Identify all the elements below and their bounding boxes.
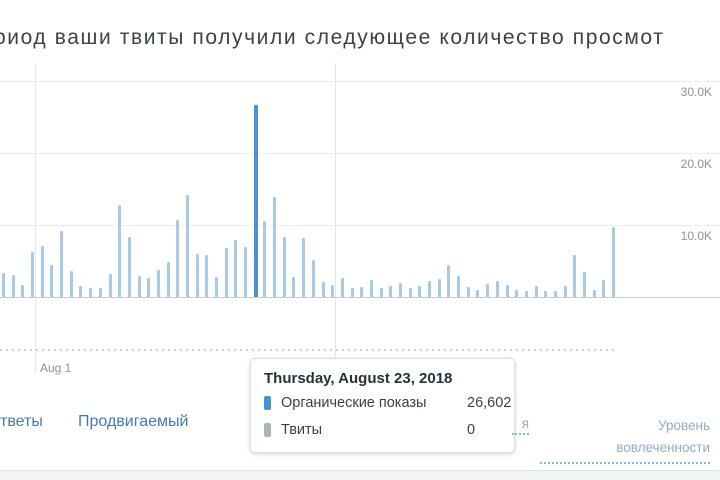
footer-section-divider xyxy=(0,470,720,480)
bar-jul-29[interactable] xyxy=(11,274,15,297)
bar-jul-31[interactable] xyxy=(31,251,35,297)
bar-aug-24[interactable] xyxy=(263,220,267,297)
partially-hidden-column-label[interactable]: я xyxy=(512,416,529,435)
bar-sep-25[interactable] xyxy=(573,255,577,297)
bar-sep-9[interactable] xyxy=(418,286,422,297)
bar-aug-7[interactable] xyxy=(98,287,102,297)
bar-aug-13[interactable] xyxy=(156,270,160,297)
bar-aug-29[interactable] xyxy=(311,260,315,297)
bar-sep-23[interactable] xyxy=(553,290,557,297)
bar-aug-19[interactable] xyxy=(215,276,219,297)
bar-jul-28[interactable] xyxy=(2,273,5,297)
bar-sep-17[interactable] xyxy=(495,281,499,297)
bar-sep-14[interactable] xyxy=(466,286,470,297)
gridline-30k xyxy=(0,81,720,82)
bar-aug-25[interactable] xyxy=(273,196,277,297)
bar-aug-14[interactable] xyxy=(166,261,170,297)
y-axis-label-20k: 20.0K xyxy=(680,157,712,171)
bar-sep-10[interactable] xyxy=(428,281,432,297)
tooltip-row-organic-impressions: Органические показы 26,602 xyxy=(264,390,511,415)
bar-sep-20[interactable] xyxy=(524,291,528,297)
x-axis-dashed-line xyxy=(0,349,616,351)
bar-aug-11[interactable] xyxy=(137,276,141,297)
bar-aug-4[interactable] xyxy=(69,271,73,297)
bar-aug-17[interactable] xyxy=(195,253,199,297)
chart-tooltip: Thursday, August 23, 2018 Органические п… xyxy=(250,358,515,453)
bar-sep-15[interactable] xyxy=(476,289,480,297)
bar-sep-13[interactable] xyxy=(457,276,461,297)
gridline-10k xyxy=(0,225,720,226)
engagement-rate-line2: вовлеченности xyxy=(616,440,710,455)
bar-jul-30[interactable] xyxy=(21,285,25,297)
x-axis-baseline xyxy=(0,297,720,298)
bar-aug-23[interactable] xyxy=(253,105,258,297)
tooltip-row-tweets: Твиты 0 xyxy=(264,417,500,442)
bar-sep-2[interactable] xyxy=(350,288,354,297)
engagement-rate-line1: Уровень xyxy=(657,418,710,433)
tab-replies[interactable]: тветы xyxy=(0,413,43,430)
bar-aug-22[interactable] xyxy=(244,246,248,297)
bar-sep-5[interactable] xyxy=(379,287,383,297)
bar-aug-3[interactable] xyxy=(60,230,64,297)
y-axis-label-30k: 30.0K xyxy=(680,85,712,99)
tab-promoted[interactable]: Продвигаемый xyxy=(78,413,189,430)
bar-aug-31[interactable] xyxy=(331,284,335,297)
bar-sep-24[interactable] xyxy=(563,286,567,297)
bar-sep-28[interactable] xyxy=(602,279,606,297)
tooltip-row-label: Твиты xyxy=(281,421,323,438)
bar-aug-27[interactable] xyxy=(292,276,296,297)
bar-aug-30[interactable] xyxy=(321,281,325,297)
bar-sep-11[interactable] xyxy=(437,279,441,297)
bar-aug-6[interactable] xyxy=(89,288,93,297)
tooltip-row-value: 0 xyxy=(467,421,476,438)
bar-aug-12[interactable] xyxy=(147,277,151,297)
tooltip-row-label: Органические показы xyxy=(281,394,427,411)
tooltip-date-title: Thursday, August 23, 2018 xyxy=(264,370,453,387)
bar-aug-28[interactable] xyxy=(302,237,306,297)
bar-sep-3[interactable] xyxy=(360,286,364,297)
bar-sep-7[interactable] xyxy=(399,282,402,297)
bar-sep-29[interactable] xyxy=(612,227,616,297)
bar-aug-9[interactable] xyxy=(118,204,122,297)
bar-sep-8[interactable] xyxy=(408,288,412,297)
x-axis-label-aug1: Aug 1 xyxy=(40,361,72,375)
bar-sep-6[interactable] xyxy=(389,286,393,297)
organic-impressions-swatch-icon xyxy=(264,395,271,410)
bar-aug-15[interactable] xyxy=(176,219,180,297)
bar-aug-16[interactable] xyxy=(185,194,189,297)
vertical-gridline-sep1 xyxy=(335,63,336,373)
bar-aug-18[interactable] xyxy=(205,255,209,297)
bar-aug-10[interactable] xyxy=(127,236,131,297)
bar-sep-1[interactable] xyxy=(340,278,344,297)
engagement-rate-label[interactable]: Уровень вовлеченности xyxy=(540,415,710,464)
bar-aug-5[interactable] xyxy=(79,286,83,297)
bar-aug-26[interactable] xyxy=(282,237,286,297)
page-title: риод ваши твиты получили следующее колич… xyxy=(0,26,665,49)
bar-aug-8[interactable] xyxy=(108,273,112,297)
bar-aug-21[interactable] xyxy=(234,240,238,297)
bar-sep-26[interactable] xyxy=(582,271,586,297)
bar-sep-12[interactable] xyxy=(447,265,451,297)
bar-plot xyxy=(2,105,616,297)
bar-sep-21[interactable] xyxy=(534,286,538,297)
bar-sep-19[interactable] xyxy=(515,289,519,297)
bar-aug-2[interactable] xyxy=(50,265,54,297)
tweets-swatch-icon xyxy=(264,422,271,437)
bar-sep-18[interactable] xyxy=(505,284,509,297)
bar-sep-16[interactable] xyxy=(486,284,490,297)
bar-aug-1[interactable] xyxy=(40,245,44,297)
tooltip-row-value: 26,602 xyxy=(467,394,512,411)
bar-sep-22[interactable] xyxy=(544,291,548,297)
y-axis-label-10k: 10.0K xyxy=(680,229,712,243)
bar-sep-4[interactable] xyxy=(369,279,373,297)
gridline-20k xyxy=(0,153,720,154)
bar-aug-20[interactable] xyxy=(224,248,228,297)
bar-sep-27[interactable] xyxy=(592,289,596,297)
vertical-gridline-aug1 xyxy=(35,63,36,373)
